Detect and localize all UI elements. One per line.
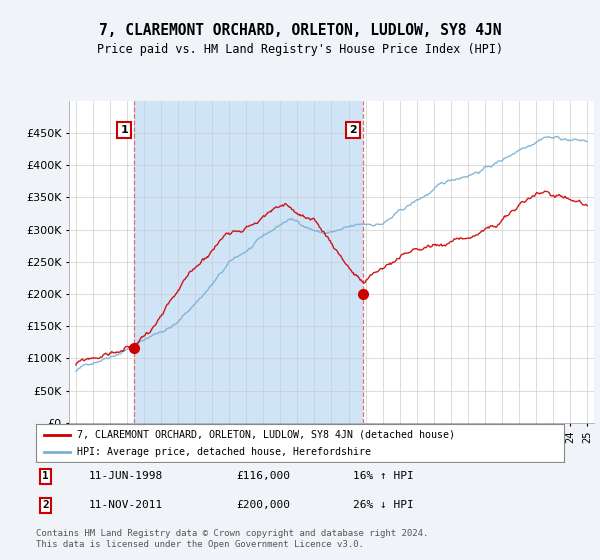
Text: 7, CLAREMONT ORCHARD, ORLETON, LUDLOW, SY8 4JN: 7, CLAREMONT ORCHARD, ORLETON, LUDLOW, S… bbox=[99, 24, 501, 38]
Text: 26% ↓ HPI: 26% ↓ HPI bbox=[353, 501, 413, 511]
Text: £200,000: £200,000 bbox=[236, 501, 290, 511]
Text: 2: 2 bbox=[42, 501, 49, 511]
Text: 7, CLAREMONT ORCHARD, ORLETON, LUDLOW, SY8 4JN (detached house): 7, CLAREMONT ORCHARD, ORLETON, LUDLOW, S… bbox=[77, 430, 455, 440]
Text: 11-JUN-1998: 11-JUN-1998 bbox=[89, 472, 163, 482]
Text: 2: 2 bbox=[349, 125, 357, 135]
Bar bbox=[134, 101, 363, 423]
Text: 11-NOV-2011: 11-NOV-2011 bbox=[89, 501, 163, 511]
Text: 1: 1 bbox=[42, 472, 49, 482]
Text: Price paid vs. HM Land Registry's House Price Index (HPI): Price paid vs. HM Land Registry's House … bbox=[97, 43, 503, 56]
Text: 16% ↑ HPI: 16% ↑ HPI bbox=[353, 472, 413, 482]
Text: HPI: Average price, detached house, Herefordshire: HPI: Average price, detached house, Here… bbox=[77, 447, 371, 458]
Text: Contains HM Land Registry data © Crown copyright and database right 2024.
This d: Contains HM Land Registry data © Crown c… bbox=[36, 529, 428, 549]
Text: £116,000: £116,000 bbox=[236, 472, 290, 482]
Text: 1: 1 bbox=[121, 125, 128, 135]
